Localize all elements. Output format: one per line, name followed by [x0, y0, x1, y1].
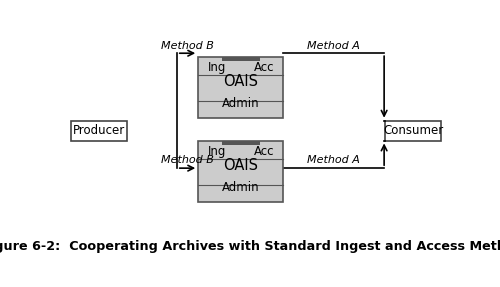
Text: OAIS: OAIS [223, 158, 258, 173]
Text: Method B: Method B [161, 156, 214, 166]
Text: Ing: Ing [208, 61, 226, 74]
Text: Method A: Method A [308, 156, 360, 166]
Bar [385, 121, 442, 141]
Bar [198, 141, 284, 202]
Bar [222, 57, 260, 61]
Bar [71, 121, 128, 141]
Text: OAIS: OAIS [223, 74, 258, 89]
Bar [198, 57, 284, 119]
Text: Acc: Acc [254, 61, 275, 74]
Text: Admin: Admin [222, 181, 260, 194]
Text: Admin: Admin [222, 97, 260, 110]
Text: Method B: Method B [161, 40, 214, 51]
Text: Figure 6-2:  Cooperating Archives with Standard Ingest and Access Methods: Figure 6-2: Cooperating Archives with St… [0, 240, 500, 253]
Text: Acc: Acc [254, 145, 275, 158]
Text: Ing: Ing [208, 145, 226, 158]
Text: Producer: Producer [73, 124, 126, 137]
Text: Consumer: Consumer [383, 124, 444, 137]
Bar [222, 141, 260, 145]
Text: Method A: Method A [308, 40, 360, 51]
